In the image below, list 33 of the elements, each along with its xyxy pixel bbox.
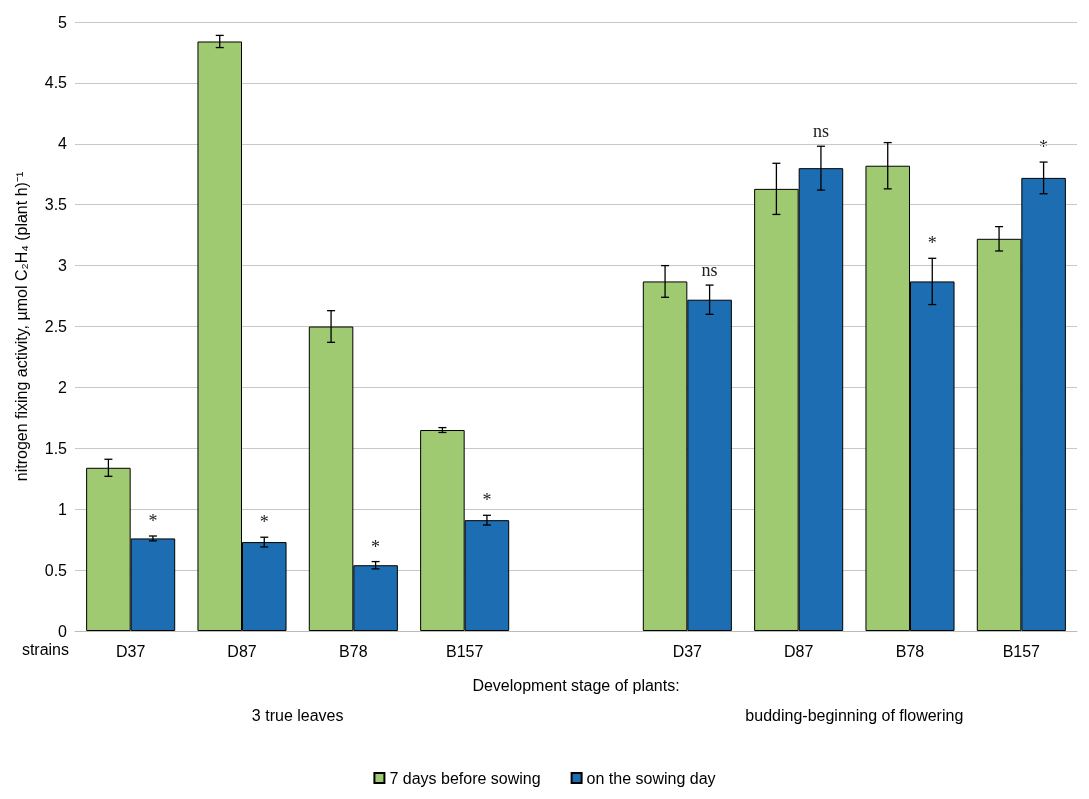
x-tick-label: B157 — [1002, 642, 1041, 660]
annotation: * — [927, 233, 937, 254]
y-tick-label: 4 — [58, 135, 68, 153]
y-tick-label: 0 — [58, 622, 68, 640]
y-axis-title: nitrogen fixing activity, µmol C₂H₄ (plant h)⁻¹ — [12, 171, 30, 482]
y-tick-label: 4.5 — [44, 74, 68, 92]
y-tick-label: 5 — [58, 13, 68, 31]
text: strains — [21, 640, 69, 658]
y-tick-label: 2 — [58, 378, 68, 396]
annotation: * — [371, 536, 381, 557]
x-tick-label: B78 — [339, 642, 368, 660]
y-tick-label: 0.5 — [44, 561, 68, 579]
y-tick-label: 3 — [58, 257, 68, 275]
x-axis-title: Development stage of plants: — [472, 676, 680, 694]
y-tick-label: 1 — [58, 500, 68, 518]
x-tick-label: B157 — [445, 642, 484, 660]
legend-label: 7 days before sowing — [389, 769, 541, 787]
legend-label: on the sowing day — [586, 769, 716, 787]
x-tick-label: D87 — [227, 642, 257, 660]
x-tick-label: D37 — [115, 642, 146, 660]
annotation: ns — [812, 121, 829, 142]
text: 3 true leaves — [251, 706, 344, 724]
annotation: * — [259, 512, 269, 533]
text: budding-beginning of flowering — [745, 706, 964, 724]
annotation: ns — [701, 260, 718, 281]
x-tick-label: B78 — [895, 642, 925, 660]
y-tick-label: 2.5 — [44, 318, 68, 335]
y-tick-label: 3.5 — [44, 196, 68, 214]
annotation: * — [482, 490, 492, 511]
x-tick-label: D87 — [783, 642, 814, 660]
x-tick-label: D37 — [672, 642, 703, 660]
y-tick-label: 1.5 — [44, 439, 68, 457]
annotation: * — [148, 511, 158, 531]
